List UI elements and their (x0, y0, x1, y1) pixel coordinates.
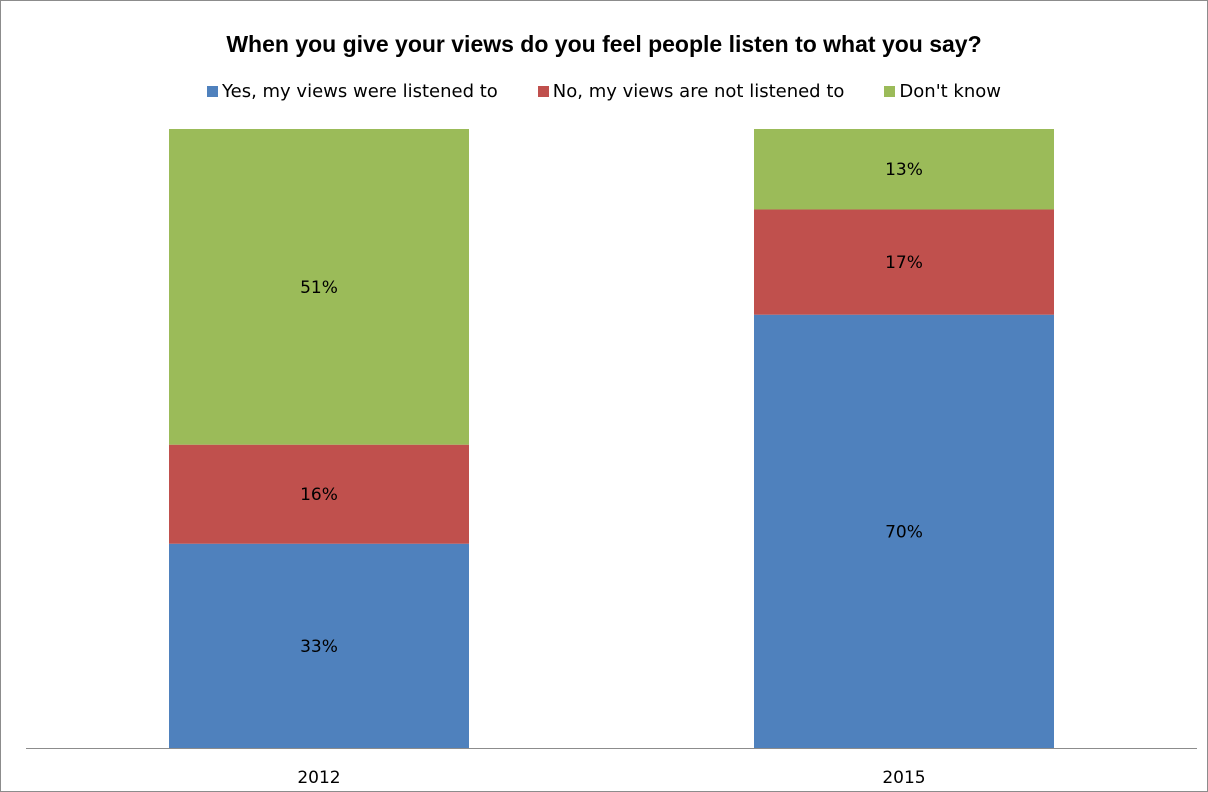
bar-2012-no (169, 444, 469, 544)
legend-swatch-yes (207, 86, 219, 97)
data-label-2015-yes: 70% (885, 522, 923, 542)
data-label-2015-dont-know: 13% (885, 160, 923, 180)
bar-2012-dont-know (169, 129, 469, 445)
bar-2015-yes (754, 314, 1054, 748)
legend: Yes, my views were listened to No, my vi… (1, 81, 1207, 102)
legend-item-no: No, my views are not listened to (537, 81, 845, 102)
legend-item-dont-know: Don't know (884, 81, 1001, 102)
legend-swatch-dont-know (884, 86, 896, 97)
legend-label-dont-know: Don't know (899, 81, 1001, 102)
data-label-2015-no: 17% (885, 253, 923, 273)
legend-item-yes: Yes, my views were listened to (207, 81, 498, 102)
x-tick-label-2015: 2015 (882, 768, 925, 788)
data-label-2012-yes: 33% (300, 637, 338, 657)
bar-2012-yes (169, 543, 469, 748)
legend-swatch-no (537, 86, 549, 97)
bar-2015-dont-know (754, 129, 1054, 210)
data-label-2012-no: 16% (300, 485, 338, 505)
legend-label-no: No, my views are not listened to (552, 81, 845, 102)
legend-label-yes: Yes, my views were listened to (222, 81, 498, 102)
bar-2015-no (754, 209, 1054, 315)
x-tick-label-2012: 2012 (297, 768, 340, 788)
data-label-2012-dont-know: 51% (300, 278, 338, 298)
chart-title: When you give your views do you feel peo… (226, 31, 982, 57)
